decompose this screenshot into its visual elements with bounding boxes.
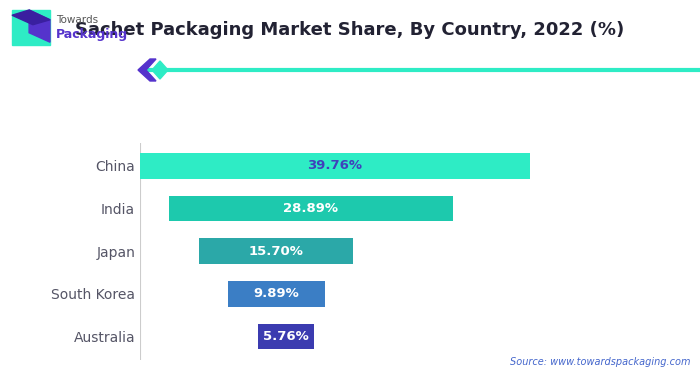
Bar bbox=[258, 324, 314, 350]
Polygon shape bbox=[138, 59, 156, 81]
Text: Packaging: Packaging bbox=[56, 28, 128, 41]
Text: 5.76%: 5.76% bbox=[263, 330, 309, 343]
Bar bbox=[169, 196, 452, 221]
Polygon shape bbox=[29, 10, 50, 42]
Text: 9.89%: 9.89% bbox=[254, 287, 300, 300]
Polygon shape bbox=[12, 10, 50, 25]
Bar bbox=[140, 153, 530, 179]
Text: 39.76%: 39.76% bbox=[307, 159, 363, 172]
Text: 15.70%: 15.70% bbox=[248, 245, 303, 258]
Text: Sachet Packaging Market Share, By Country, 2022 (%): Sachet Packaging Market Share, By Countr… bbox=[76, 21, 624, 39]
Text: Source: www.towardspackaging.com: Source: www.towardspackaging.com bbox=[510, 357, 690, 367]
Text: 28.89%: 28.89% bbox=[284, 202, 339, 215]
Polygon shape bbox=[152, 61, 168, 79]
FancyBboxPatch shape bbox=[12, 10, 50, 45]
Bar bbox=[228, 281, 325, 307]
Bar bbox=[199, 238, 353, 264]
Text: Towards: Towards bbox=[56, 15, 98, 25]
